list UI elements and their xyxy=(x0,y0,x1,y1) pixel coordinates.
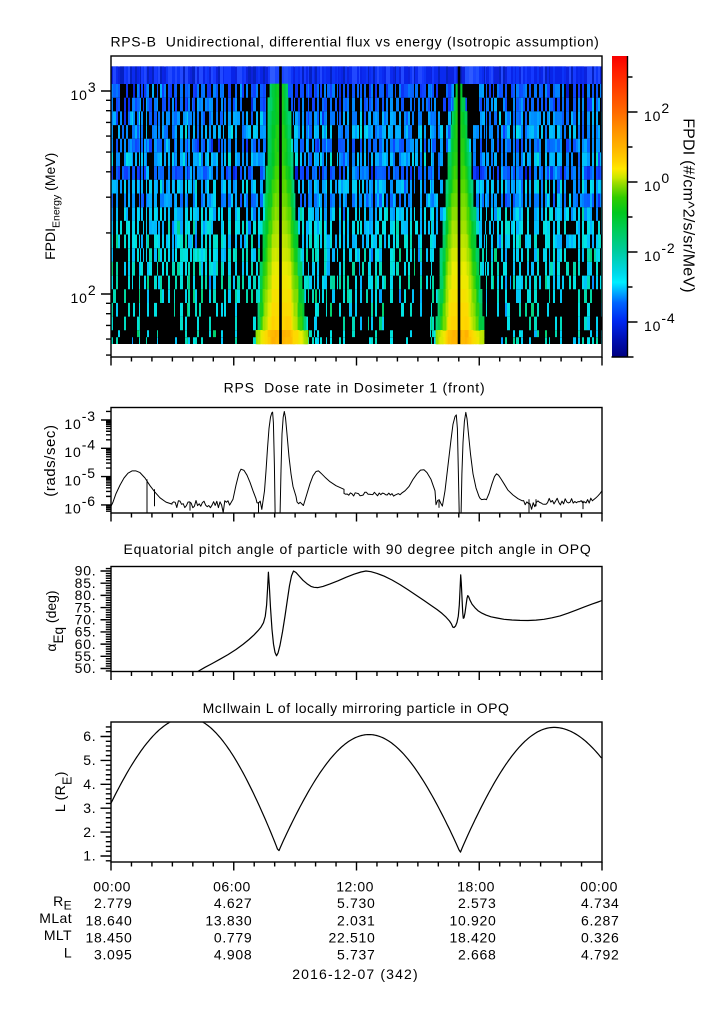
svg-text:00:00: 00:00 xyxy=(580,879,618,895)
svg-text:100: 100 xyxy=(644,170,670,194)
svg-text:2.: 2. xyxy=(83,824,96,840)
svg-text:FPDI (#/cm^2/s/sr/MeV): FPDI (#/cm^2/s/sr/MeV) xyxy=(680,118,697,293)
svg-text:RPS Dose rate in Dosimeter 1: RPS Dose rate in Dosimeter 1 (front) xyxy=(224,380,486,396)
svg-text:MLT: MLT xyxy=(44,927,72,943)
svg-text:5.: 5. xyxy=(83,752,96,768)
svg-text:αEq (deg): αEq (deg) xyxy=(43,590,66,651)
svg-text:103: 103 xyxy=(70,79,96,103)
svg-text:6.: 6. xyxy=(83,728,96,744)
svg-text:00:00: 00:00 xyxy=(93,879,131,895)
svg-text:0.326: 0.326 xyxy=(581,929,620,945)
svg-text:10-6: 10-6 xyxy=(64,493,96,517)
svg-text:10-2: 10-2 xyxy=(644,240,676,264)
svg-text:4.908: 4.908 xyxy=(214,946,253,962)
svg-text:2.779: 2.779 xyxy=(94,895,133,911)
svg-text:18.640: 18.640 xyxy=(85,912,132,928)
svg-text:10-3: 10-3 xyxy=(64,408,96,432)
svg-text:22.510: 22.510 xyxy=(328,929,375,945)
svg-text:60.: 60. xyxy=(75,636,97,652)
svg-text:Equatorial pitch angle of part: Equatorial pitch angle of particle with … xyxy=(123,541,591,557)
svg-text:L (RE): L (RE) xyxy=(52,771,75,812)
svg-text:6.287: 6.287 xyxy=(581,912,620,928)
svg-text:18.450: 18.450 xyxy=(85,929,132,945)
svg-text:3.095: 3.095 xyxy=(94,946,133,962)
svg-text:18.420: 18.420 xyxy=(449,929,496,945)
svg-text:80.: 80. xyxy=(75,587,97,603)
svg-text:102: 102 xyxy=(70,282,96,306)
svg-text:2016-12-07 (342): 2016-12-07 (342) xyxy=(292,966,419,982)
svg-text:RPS-B Unidirectional, differe: RPS-B Unidirectional, differential flux … xyxy=(110,34,599,50)
svg-text:70.: 70. xyxy=(75,612,97,628)
svg-text:06:00: 06:00 xyxy=(213,879,251,895)
svg-text:MLat: MLat xyxy=(39,910,72,926)
svg-text:4.: 4. xyxy=(83,776,96,792)
svg-text:2.668: 2.668 xyxy=(458,946,497,962)
svg-text:3.: 3. xyxy=(83,800,96,816)
svg-text:2.573: 2.573 xyxy=(458,895,497,911)
svg-text:4.734: 4.734 xyxy=(581,895,620,911)
svg-text:4.627: 4.627 xyxy=(214,895,253,911)
svg-text:10.920: 10.920 xyxy=(449,912,496,928)
svg-text:10-4: 10-4 xyxy=(64,437,96,461)
svg-text:13.830: 13.830 xyxy=(205,912,252,928)
svg-text:5.730: 5.730 xyxy=(337,895,376,911)
svg-text:50.: 50. xyxy=(75,660,97,676)
svg-text:55.: 55. xyxy=(75,648,97,664)
svg-text:102: 102 xyxy=(644,100,670,124)
svg-text:75.: 75. xyxy=(75,599,97,615)
svg-text:0.779: 0.779 xyxy=(214,929,253,945)
svg-text:1.: 1. xyxy=(83,848,96,864)
svg-text:10-5: 10-5 xyxy=(64,465,96,489)
svg-text:5.737: 5.737 xyxy=(337,946,376,962)
svg-text:L: L xyxy=(64,945,72,961)
svg-text:90.: 90. xyxy=(75,563,97,579)
svg-text:4.792: 4.792 xyxy=(581,946,620,962)
svg-text:2.031: 2.031 xyxy=(337,912,376,928)
svg-text:FPDIEnergy (MeV): FPDIEnergy (MeV) xyxy=(42,153,63,260)
svg-text:(rads/sec): (rads/sec) xyxy=(42,425,59,497)
svg-text:65.: 65. xyxy=(75,624,97,640)
svg-text:10-4: 10-4 xyxy=(644,310,676,334)
svg-text:RE: RE xyxy=(53,893,72,913)
svg-text:85.: 85. xyxy=(75,575,97,591)
svg-text:12:00: 12:00 xyxy=(336,879,374,895)
svg-text:18:00: 18:00 xyxy=(457,879,495,895)
svg-text:McIlwain L of locally mirrorin: McIlwain L of locally mirroring particle… xyxy=(203,700,510,716)
